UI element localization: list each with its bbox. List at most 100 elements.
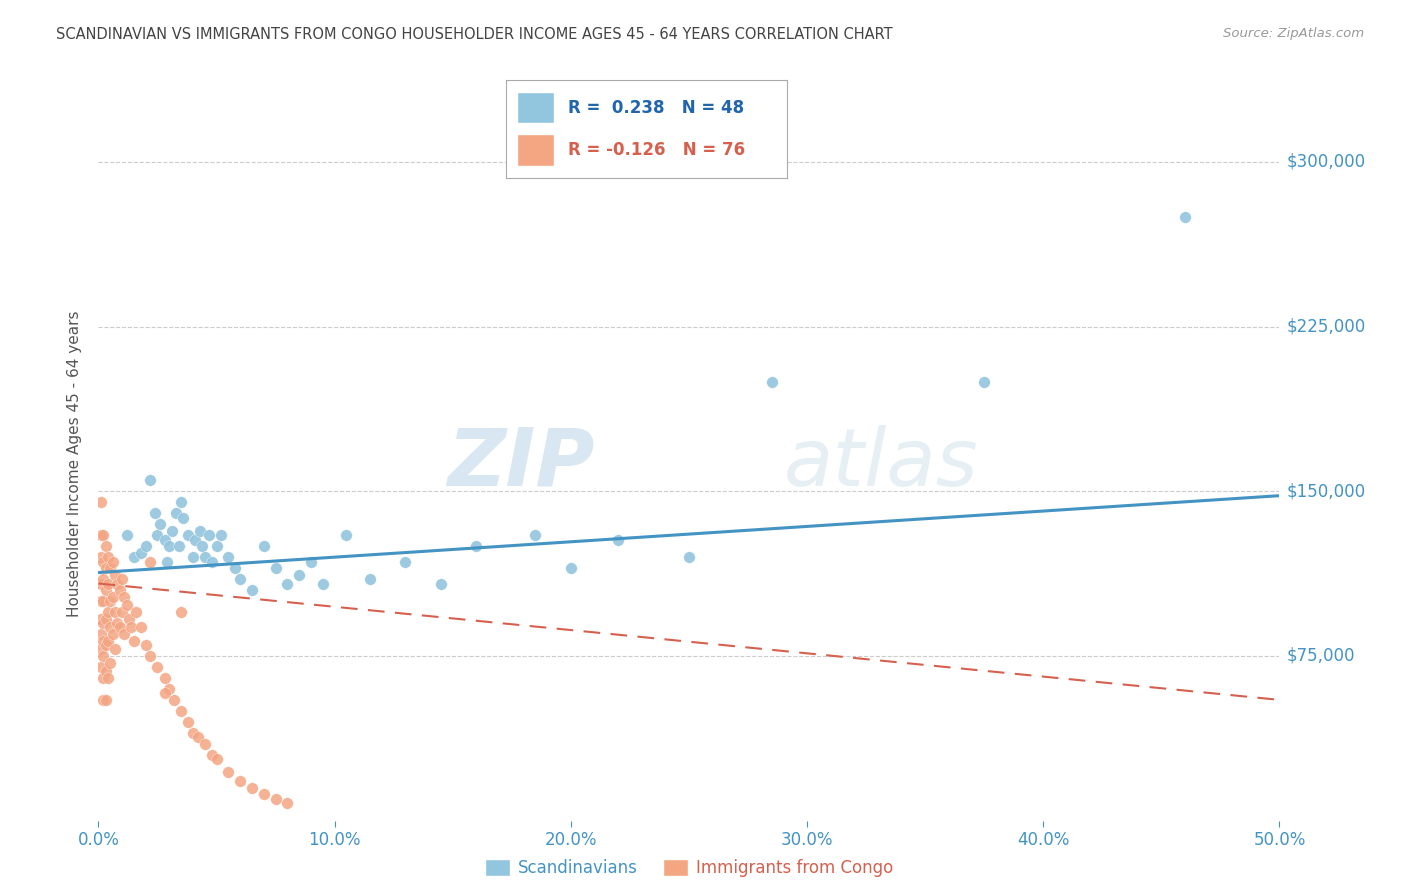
Text: R = -0.126   N = 76: R = -0.126 N = 76 — [568, 141, 745, 159]
Point — [299, 555, 322, 569]
Point — [90, 612, 112, 626]
Point — [115, 528, 138, 542]
Point — [229, 774, 252, 789]
Point — [135, 638, 157, 652]
Point — [172, 510, 194, 524]
Point — [97, 576, 120, 591]
Point — [91, 693, 114, 707]
Point — [153, 533, 176, 547]
Point — [153, 671, 176, 685]
Point — [194, 550, 217, 565]
Point — [98, 620, 121, 634]
Point — [217, 550, 239, 565]
Point — [122, 633, 145, 648]
Point — [312, 576, 335, 591]
Point — [165, 506, 187, 520]
Point — [105, 615, 128, 630]
Point — [91, 555, 114, 569]
Text: SCANDINAVIAN VS IMMIGRANTS FROM CONGO HOUSEHOLDER INCOME AGES 45 - 64 YEARS CORR: SCANDINAVIAN VS IMMIGRANTS FROM CONGO HO… — [56, 27, 893, 42]
Point — [90, 660, 112, 674]
Point — [181, 550, 204, 565]
Point — [90, 627, 112, 641]
Point — [153, 686, 176, 700]
Legend: Scandinavians, Immigrants from Congo: Scandinavians, Immigrants from Congo — [478, 852, 900, 884]
Point — [135, 539, 157, 553]
Point — [524, 528, 547, 542]
Point — [122, 550, 145, 565]
Point — [94, 561, 117, 575]
Point — [139, 555, 162, 569]
Point — [187, 730, 209, 744]
Point — [607, 533, 630, 547]
Text: Source: ZipAtlas.com: Source: ZipAtlas.com — [1223, 27, 1364, 40]
Point — [276, 796, 298, 810]
Point — [90, 576, 112, 591]
Point — [104, 605, 127, 619]
Point — [94, 665, 117, 679]
Point — [170, 495, 193, 509]
Point — [129, 620, 152, 634]
Text: R =  0.238   N = 48: R = 0.238 N = 48 — [568, 99, 744, 117]
Point — [181, 726, 204, 740]
Point — [111, 605, 134, 619]
Point — [91, 528, 114, 542]
Point — [465, 539, 488, 553]
Point — [91, 633, 114, 648]
Point — [146, 660, 169, 674]
Point — [335, 528, 357, 542]
Point — [188, 524, 211, 538]
Point — [98, 656, 121, 670]
Y-axis label: Householder Income Ages 45 - 64 years: Householder Income Ages 45 - 64 years — [67, 310, 83, 617]
Point — [973, 375, 995, 389]
Point — [94, 583, 117, 598]
Point — [276, 576, 298, 591]
Point — [264, 561, 287, 575]
Point — [253, 539, 276, 553]
Point — [229, 572, 252, 586]
Point — [191, 539, 214, 553]
Point — [205, 752, 228, 766]
Point — [156, 555, 179, 569]
Point — [240, 780, 263, 795]
Point — [209, 528, 232, 542]
Point — [108, 583, 131, 598]
Point — [170, 704, 193, 718]
Point — [560, 561, 582, 575]
Point — [91, 615, 114, 630]
Point — [170, 605, 193, 619]
Point — [240, 583, 263, 598]
Bar — [517, 92, 554, 123]
Point — [101, 627, 124, 641]
Point — [761, 375, 783, 389]
Point — [94, 693, 117, 707]
Point — [1174, 210, 1197, 224]
Point — [143, 506, 166, 520]
Point — [177, 714, 200, 729]
Point — [253, 787, 276, 801]
Bar — [517, 134, 554, 166]
Point — [112, 590, 135, 604]
Point — [160, 524, 183, 538]
Point — [97, 550, 120, 565]
Point — [139, 648, 162, 663]
Text: $75,000: $75,000 — [1286, 647, 1355, 665]
Point — [157, 681, 180, 696]
Point — [90, 642, 112, 657]
Point — [97, 671, 120, 685]
Point — [146, 528, 169, 542]
Point — [91, 648, 114, 663]
Point — [194, 737, 217, 751]
Point — [94, 612, 117, 626]
Point — [121, 620, 143, 634]
Point — [97, 633, 120, 648]
Point — [101, 555, 124, 569]
Point — [97, 605, 120, 619]
Point — [163, 693, 186, 707]
Point — [104, 567, 127, 582]
Text: $225,000: $225,000 — [1286, 318, 1365, 335]
Point — [90, 495, 112, 509]
Point — [129, 546, 152, 560]
Point — [177, 528, 200, 542]
Point — [167, 539, 190, 553]
Point — [430, 576, 453, 591]
